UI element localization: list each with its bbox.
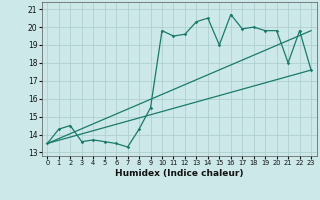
X-axis label: Humidex (Indice chaleur): Humidex (Indice chaleur)	[115, 169, 244, 178]
